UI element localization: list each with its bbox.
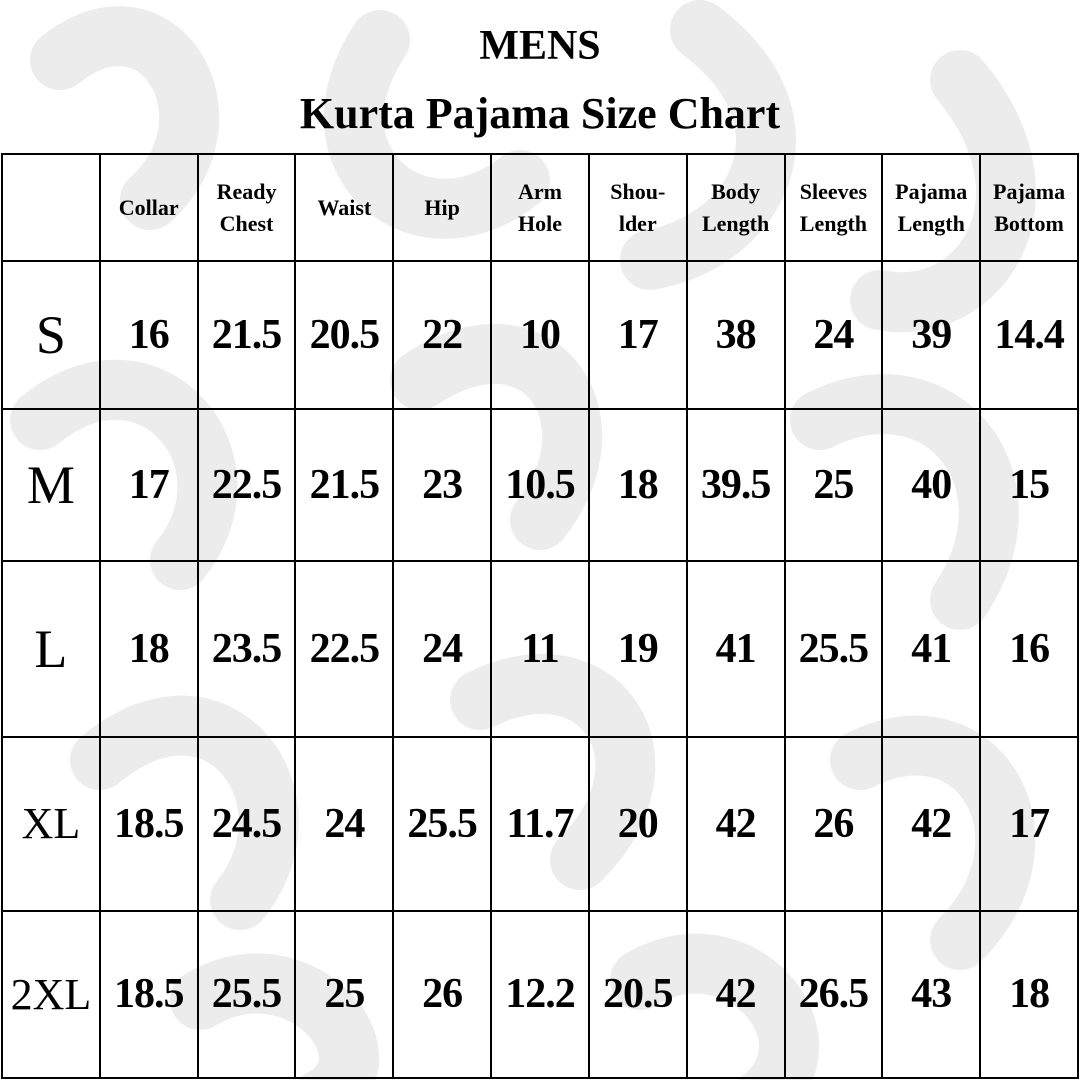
column-header: Arm Hole <box>490 153 590 262</box>
column-header <box>1 153 101 262</box>
measurement-cell: 24.5 <box>196 735 297 912</box>
measurement-cell: 20 <box>587 735 688 912</box>
column-header-line: Hip <box>424 194 460 220</box>
measurement-cell: 20.5 <box>294 259 395 411</box>
measurement-cell: 17 <box>587 259 688 411</box>
measurement-cell: 17 <box>98 408 199 563</box>
measurement-cell: 42 <box>881 735 982 912</box>
column-header-line: Hole <box>517 210 562 236</box>
measurement-cell: 16 <box>979 560 1079 738</box>
measurement-cell: 23.5 <box>196 560 297 738</box>
header-row: Collar Ready Chest Waist Hip Arm Hole Shou-lder… <box>1 153 1079 262</box>
measurement-cell: 10 <box>490 259 590 411</box>
measurement-cell: 42 <box>685 735 786 912</box>
measurement-cell: 25 <box>294 909 395 1080</box>
measurement-cell: 24 <box>392 560 493 738</box>
size-label: 2XL <box>1 909 101 1080</box>
measurement-cell: 16 <box>98 259 199 411</box>
measurement-cell: 18.5 <box>98 909 199 1080</box>
column-header: Ready Chest <box>196 153 297 262</box>
column-header-line: lder <box>618 210 657 236</box>
page-title: MENS <box>479 23 601 69</box>
column-header-line: Length <box>799 210 868 236</box>
measurement-cell: 21.5 <box>196 259 297 411</box>
measurement-cell: 25 <box>783 408 884 563</box>
table-row: XL 18.5 24.5 24 25.5 11.7 20 42 26 42 17 <box>1 735 1079 912</box>
size-label: XL <box>1 735 101 912</box>
measurement-cell: 19 <box>587 560 688 738</box>
measurement-cell: 22 <box>392 259 493 411</box>
measurement-cell: 42 <box>685 909 786 1080</box>
column-header: Body Length <box>685 153 786 262</box>
column-header-line: Chest <box>219 210 274 236</box>
size-label: M <box>1 408 101 563</box>
column-header-line: Length <box>701 210 770 236</box>
measurement-cell: 18 <box>587 408 688 563</box>
measurement-cell: 26 <box>783 735 884 912</box>
column-header-line: Bottom <box>994 210 1064 236</box>
measurement-cell: 43 <box>881 909 982 1080</box>
measurement-cell: 18.5 <box>98 735 199 912</box>
measurement-cell: 15 <box>979 408 1079 563</box>
size-label: S <box>1 259 101 411</box>
table-row: L 18 23.5 22.5 24 11 19 41 25.5 41 16 <box>1 560 1079 738</box>
measurement-cell: 23 <box>392 408 493 563</box>
column-header-line: Collar <box>118 194 179 220</box>
column-header-line: Length <box>897 210 965 236</box>
column-header-line: Pajama <box>895 178 968 204</box>
table-row: 2XL 18.5 25.5 25 26 12.2 20.5 42 26.5 43 18 <box>1 909 1079 1080</box>
measurement-cell: 25.5 <box>783 560 884 738</box>
measurement-cell: 40 <box>881 408 982 563</box>
table-row: M 17 22.5 21.5 23 10.5 18 39.5 25 40 15 <box>1 408 1079 563</box>
measurement-cell: 38 <box>685 259 786 411</box>
measurement-cell: 26.5 <box>783 909 884 1080</box>
column-header-line: Body <box>711 178 761 204</box>
table-row: S 16 21.5 20.5 22 10 17 38 24 39 14.4 <box>1 259 1079 411</box>
column-header: Hip <box>392 153 493 262</box>
measurement-cell: 10.5 <box>490 408 590 563</box>
measurement-cell: 24 <box>783 259 884 411</box>
column-header-line: Shou- <box>610 178 666 204</box>
measurement-cell: 25.5 <box>392 735 493 912</box>
measurement-cell: 18 <box>979 909 1079 1080</box>
measurement-cell: 41 <box>881 560 982 738</box>
size-label: L <box>1 560 101 738</box>
column-header-line: Pajama <box>993 178 1066 204</box>
measurement-cell: 12.2 <box>490 909 590 1080</box>
measurement-cell: 22.5 <box>294 560 395 738</box>
column-header-line: Waist <box>317 194 372 220</box>
size-chart-table: Collar Ready Chest Waist Hip Arm Hole Shou-lder… <box>1 153 1079 1080</box>
column-header: Shou-lder <box>587 153 688 262</box>
measurement-cell: 21.5 <box>294 408 395 563</box>
column-header-line: Sleeves <box>799 178 867 204</box>
column-header: Sleeves Length <box>783 153 884 262</box>
measurement-cell: 22.5 <box>196 408 297 563</box>
measurement-cell: 25.5 <box>196 909 297 1080</box>
measurement-cell: 18 <box>98 560 199 738</box>
measurement-cell: 39 <box>881 259 982 411</box>
measurement-cell: 14.4 <box>979 259 1079 411</box>
column-header: Pajama Bottom <box>979 153 1079 262</box>
measurement-cell: 26 <box>392 909 493 1080</box>
measurement-cell: 20.5 <box>587 909 688 1080</box>
column-header: Pajama Length <box>881 153 982 262</box>
measurement-cell: 11 <box>490 560 590 738</box>
column-header: Waist <box>294 153 395 262</box>
measurement-cell: 39.5 <box>685 408 786 563</box>
measurement-cell: 41 <box>685 560 786 738</box>
page-subtitle: Kurta Pajama Size Chart <box>299 89 781 138</box>
column-header-line: Arm <box>517 178 562 204</box>
column-header-line: Ready <box>216 178 277 204</box>
measurement-cell: 24 <box>294 735 395 912</box>
measurement-cell: 11.7 <box>490 735 590 912</box>
measurement-cell: 17 <box>979 735 1079 912</box>
column-header: Collar <box>98 153 199 262</box>
